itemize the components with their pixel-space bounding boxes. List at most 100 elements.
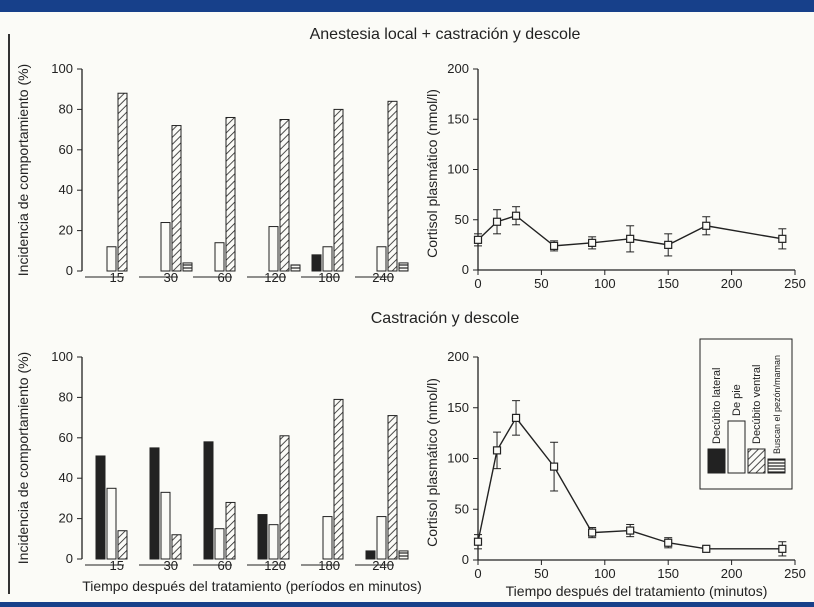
bottom-behavior-bar [376,516,387,560]
bottom-behavior-bar [171,534,182,560]
bottom-cortisol-y-tick-label: 150 [447,400,469,415]
bottom-behavior-chart: 0 20 40 60 80 100 Incidencia de comportamiento… [15,349,422,594]
bottom-cortisol-point [549,462,559,471]
top-behavior-category-label: 15 [110,270,124,285]
top-behavior-bar [376,246,387,272]
legend-label-buscan: Buscan el pezón/maman [772,355,782,454]
bottom-cortisol-chart: 0 50 100 150 200 0 50 100 150 200 250 Cortisol plas… [424,349,806,599]
bottom-behavior-bar [322,516,333,560]
bottom-behavior-category-label: 120 [264,558,286,573]
bottom-behavior-y-axis-label: Incidencia de comportamiento (%) [15,352,31,564]
top-cortisol-chart: 0 50 100 150 200 0 50 100 150 200 250 Cortisol plas… [424,61,806,291]
bottom-cortisol-y-tick-label: 0 [462,552,469,567]
bottom-cortisol-y-tick-label: 200 [447,349,469,364]
top-cortisol-y-axis-label: Cortisol plasmático (nmol/l) [424,89,440,258]
bottom-cortisol-point [473,537,483,546]
legend: Decúbito lateral De pie Decúbito ventral… [699,338,793,490]
top-behavior-bar [214,242,225,272]
figure-canvas: Anestesia local + castración y descole C… [15,26,806,599]
bottom-behavior-bar [149,447,160,560]
bottom-behavior-bar [106,487,117,560]
top-cortisol-x-tick-label: 150 [657,276,679,291]
top-behavior-y-axis-label: Incidencia de comportamiento (%) [15,64,31,276]
top-behavior-chart: 0 20 40 60 80 100 Incidencia de comportamiento… [15,61,409,285]
bottom-behavior-bar [279,435,290,560]
bottom-behavior-bar [225,501,236,560]
top-behavior-category-label: 240 [372,270,394,285]
bottom-behavior-bar [257,514,268,560]
bottom-behavior-x-axis-label: Tiempo después del tratamiento (períodos… [82,578,422,594]
bottom-behavior-bar [203,441,214,560]
bottom-behavior-bar [387,415,398,560]
bottom-cortisol-x-tick-label: 50 [534,566,548,581]
legend-swatch-decubito-lateral [707,448,726,474]
bottom-behavior-bar [268,524,279,560]
bottom-cortisol-x-tick-label: 200 [721,566,743,581]
legend-swatch-buscan [767,458,786,474]
bottom-behavior-category-label: 240 [372,558,394,573]
top-behavior-y-tick-label: 80 [59,101,73,116]
figure-frame: Anestesia local + castración y descole C… [0,12,814,602]
top-behavior-bar [225,116,236,272]
legend-label-decubito-ventral: Decúbito ventral [751,365,763,445]
bottom-behavior-y-tick-label: 60 [59,430,73,445]
scan-edge [8,34,10,594]
top-panel-title: Anestesia local + castración y descole [310,26,581,43]
legend-swatch-decubito-ventral [747,448,766,474]
top-behavior-category-label: 120 [264,270,286,285]
top-behavior-category-label: 180 [318,270,340,285]
bottom-behavior-bar [160,491,171,560]
top-behavior-bar [182,262,193,272]
bottom-cortisol-x-axis-label: Tiempo después del tratamiento (minutos) [506,583,768,599]
top-cortisol-point [778,234,787,243]
top-cortisol-y-tick-label: 0 [462,262,469,277]
bottom-behavior-bar [214,528,225,560]
bottom-behavior-category-label: 30 [164,558,178,573]
top-cortisol-point [473,235,483,244]
bottom-behavior-category-label: 60 [218,558,232,573]
legend-swatch-de-pie [727,420,746,474]
top-cortisol-x-tick-label: 100 [594,276,616,291]
top-behavior-y-tick-label: 40 [59,182,73,197]
top-behavior-y-tick-label: 60 [59,142,73,157]
top-behavior-y-tick-label: 0 [66,263,73,278]
top-behavior-bar [160,222,171,272]
top-cortisol-y-tick-label: 50 [455,212,469,227]
bottom-cortisol-point [778,544,787,553]
top-behavior-bar [333,108,344,272]
top-behavior-bar [268,226,279,272]
bottom-behavior-bar [117,530,128,560]
legend-label-de-pie: De pie [731,384,743,416]
top-behavior-y-tick-label: 20 [59,223,73,238]
top-cortisol-point [511,211,521,220]
top-cortisol-point [626,234,635,243]
top-cortisol-point [702,221,711,230]
bottom-behavior-bar [333,398,344,560]
top-cortisol-x-tick-label: 0 [474,276,481,291]
bottom-behavior-y-tick-label: 0 [66,551,73,566]
top-behavior-category-label: 30 [164,270,178,285]
bottom-behavior-category-label: 180 [318,558,340,573]
top-cortisol-point [664,240,673,249]
bottom-behavior-bar [95,455,106,560]
top-cortisol-y-tick-label: 100 [447,162,469,177]
bottom-cortisol-point [511,413,521,422]
top-cortisol-point [492,217,502,226]
bottom-panel-title: Castración y descole [371,310,520,327]
top-behavior-bar [279,119,290,272]
bottom-cortisol-point [702,544,711,553]
bottom-cortisol-y-tick-label: 50 [455,501,469,516]
bottom-cortisol-x-tick-label: 250 [784,566,806,581]
bottom-cortisol-x-tick-label: 0 [474,566,481,581]
bottom-behavior-y-tick-label: 80 [59,389,73,404]
bottom-behavior-y-tick-label: 40 [59,470,73,485]
bottom-behavior-bar [398,550,409,560]
bottom-cortisol-x-tick-label: 150 [657,566,679,581]
top-behavior-bar [117,92,128,272]
top-cortisol-x-tick-label: 50 [534,276,548,291]
top-cortisol-point [588,238,597,247]
bottom-cortisol-point [626,526,635,535]
bottom-cortisol-point [664,538,673,547]
bottom-behavior-y-tick-label: 100 [51,349,73,364]
top-cortisol-y-tick-label: 150 [447,111,469,126]
